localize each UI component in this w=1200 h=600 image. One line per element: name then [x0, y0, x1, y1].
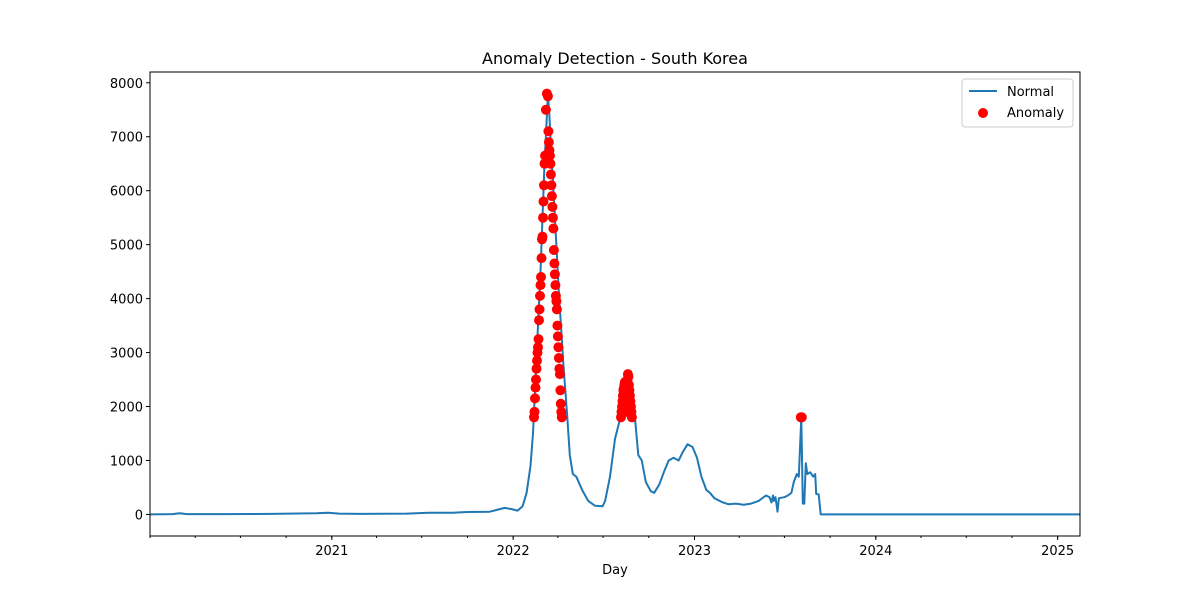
- anomaly-point: [533, 342, 543, 353]
- anomaly-point: [538, 196, 549, 207]
- anomaly-point: [553, 342, 564, 353]
- y-tick-label: 0: [135, 508, 143, 523]
- anomaly-point: [544, 150, 555, 161]
- anomaly-point: [536, 253, 547, 264]
- anomaly-point: [530, 382, 541, 393]
- plot-frame: [149, 71, 1081, 537]
- anomaly-point: [547, 212, 558, 223]
- plot-area: [149, 88, 1080, 516]
- anomaly-point: [548, 223, 559, 234]
- anomaly-point: [553, 353, 564, 363]
- anomaly-point: [552, 320, 563, 331]
- x-axis: 2021 2022 2023 2024 2025: [149, 536, 1074, 559]
- anomaly-point: [545, 158, 556, 169]
- anomaly-point: [552, 331, 563, 342]
- anomaly-point: [534, 304, 545, 315]
- x-tick-label: 2023: [678, 544, 711, 559]
- y-tick-label: 4000: [110, 293, 143, 308]
- y-tick-label: 5000: [110, 239, 143, 254]
- anomaly-point: [554, 369, 565, 380]
- x-tick-label: 2025: [1041, 544, 1074, 559]
- x-axis-label: Day: [602, 563, 628, 578]
- anomaly-point: [531, 374, 541, 385]
- y-tick-label: 7000: [110, 131, 143, 146]
- anomaly-point: [555, 385, 566, 396]
- anomaly-point: [549, 269, 560, 280]
- anomaly-point: [796, 412, 807, 423]
- anomaly-point: [626, 412, 637, 423]
- anomaly-point: [543, 137, 554, 148]
- chart-title: Anomaly Detection - South Korea: [482, 49, 748, 68]
- anomaly-point: [546, 180, 557, 191]
- anomaly-point: [537, 231, 548, 242]
- anomaly-point: [536, 272, 546, 282]
- y-tick-label: 2000: [110, 401, 143, 416]
- anomaly-point: [532, 355, 542, 366]
- anomaly-point: [547, 201, 558, 212]
- anomaly-point: [538, 212, 548, 223]
- y-tick-label: 6000: [110, 185, 143, 200]
- y-tick-label: 8000: [110, 77, 143, 92]
- anomaly-point: [542, 91, 553, 102]
- anomaly-point: [533, 334, 544, 345]
- anomaly-point: [555, 398, 566, 409]
- anomaly-point: [548, 245, 559, 255]
- anomaly-point: [623, 371, 634, 382]
- anomaly-point: [535, 280, 546, 291]
- anomaly-point: [556, 412, 567, 423]
- anomaly-point: [535, 290, 545, 301]
- anomaly-point: [530, 393, 540, 404]
- anomaly-point: [531, 363, 542, 374]
- legend: Normal Anomaly: [961, 78, 1074, 128]
- anomaly-point: [529, 406, 540, 417]
- anomaly-point: [543, 126, 554, 137]
- y-axis: 0 1000 2000 3000 4000 5000 6000 7000 8000: [110, 77, 150, 523]
- legend-label-normal: Normal: [1007, 85, 1054, 100]
- anomaly-point: [545, 169, 556, 180]
- legend-label-anomaly: Anomaly: [1007, 106, 1064, 121]
- x-tick-label: 2022: [497, 544, 530, 559]
- x-tick-label: 2021: [315, 544, 348, 559]
- x-tick-label: 2024: [859, 544, 892, 559]
- anomaly-point: [539, 180, 549, 191]
- anomaly-point: [551, 304, 562, 315]
- anomaly-point: [551, 296, 562, 307]
- legend-marker-swatch: [978, 108, 988, 118]
- y-tick-label: 3000: [110, 347, 143, 362]
- anomaly-point: [534, 315, 544, 326]
- anomaly-point: [549, 258, 560, 269]
- anomaly-point: [540, 104, 551, 115]
- anomaly-point: [550, 280, 561, 291]
- y-tick-label: 1000: [110, 454, 143, 469]
- anomaly-point: [546, 191, 557, 202]
